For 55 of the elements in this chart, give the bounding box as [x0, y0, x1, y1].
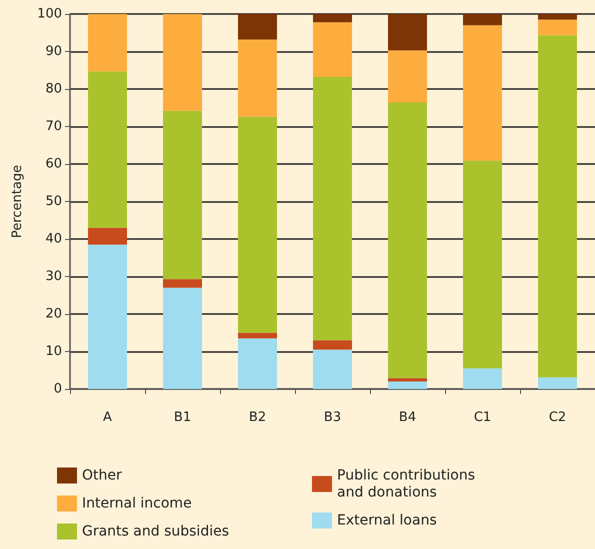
legend-label: External loans: [337, 512, 437, 528]
legend-label: Other: [82, 468, 122, 484]
y-axis-title: Percentage: [10, 164, 25, 238]
x-tick-label: B4: [398, 410, 416, 425]
y-tick-label: 30: [45, 269, 62, 284]
y-tick-label: 20: [45, 306, 62, 322]
bar: [88, 71, 127, 228]
bar: [163, 279, 202, 288]
bar: [238, 338, 277, 389]
bar: [313, 14, 352, 22]
y-tick-label: 90: [45, 44, 62, 59]
bar: [313, 22, 352, 77]
y-tick-label: 10: [45, 344, 62, 359]
y-tick-label: 70: [45, 119, 62, 134]
x-tick-label: B2: [248, 410, 266, 425]
x-tick-label: A: [103, 410, 112, 425]
legend-label: Grants and subsidies: [82, 524, 229, 540]
bar: [88, 228, 127, 245]
bar: [463, 368, 502, 389]
bar: [163, 110, 202, 280]
y-tick-label: 50: [45, 194, 62, 209]
y-tick-label: 100: [37, 6, 62, 22]
bar: [388, 102, 427, 378]
bar: [388, 50, 427, 102]
legend-label: Internal income: [82, 496, 192, 512]
legend-label: Public contributions and donations: [337, 468, 480, 500]
bar: [238, 332, 277, 338]
x-tick-label: B1: [174, 410, 192, 425]
bar: [538, 14, 577, 20]
bar: [163, 14, 202, 111]
x-tick-label: C1: [474, 410, 492, 425]
bar: [538, 35, 577, 378]
bar: [313, 340, 352, 350]
y-tick-label: 40: [45, 232, 62, 246]
bar: [538, 20, 577, 36]
bar: [88, 14, 127, 72]
bar: [538, 377, 577, 389]
bar: [463, 160, 502, 368]
x-tick-label: C2: [548, 410, 566, 425]
bar: [238, 40, 277, 117]
x-tick-label: B3: [324, 410, 342, 425]
y-tick-label: 80: [45, 82, 62, 96]
bar: [313, 77, 352, 340]
bar: [313, 350, 352, 389]
bar: [163, 288, 202, 389]
bar: [238, 116, 277, 333]
bar: [463, 25, 502, 161]
y-tick-label: 0: [54, 382, 62, 396]
bar: [238, 14, 277, 40]
bar: [88, 244, 127, 389]
bar: [388, 382, 427, 389]
y-tick-label: 60: [45, 156, 62, 172]
bar: [388, 14, 427, 50]
bar: [388, 378, 427, 382]
bar: [463, 14, 502, 26]
